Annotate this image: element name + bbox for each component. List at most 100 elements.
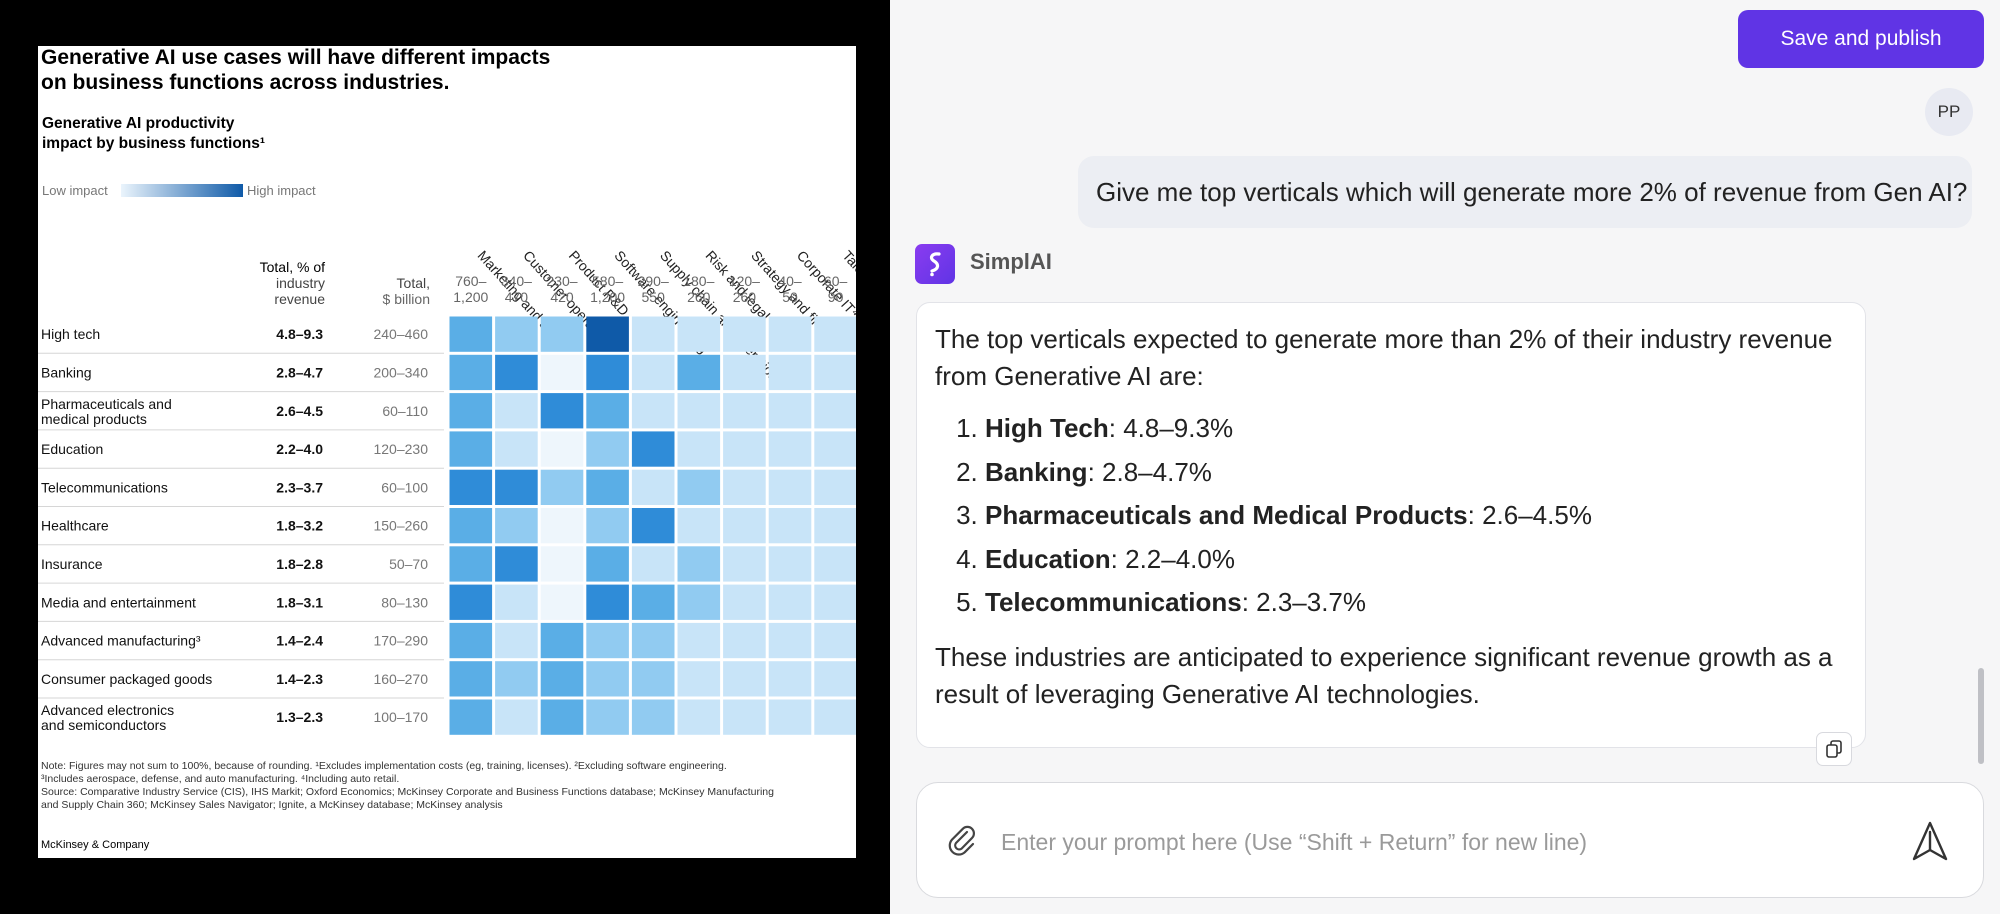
heatmap-cell <box>723 546 766 582</box>
heatmap-cell <box>677 661 721 697</box>
industry-label: Healthcare <box>41 518 109 534</box>
list-item: Pharmaceuticals and Medical Products: 2.… <box>985 494 1847 538</box>
heatmap-cell <box>677 622 721 659</box>
heatmap-cell <box>677 469 721 505</box>
heatmap-cell <box>495 469 538 505</box>
heatmap-cell <box>768 354 812 391</box>
heatmap-cell <box>495 508 538 544</box>
heatmap-cell <box>768 622 812 659</box>
function-range-label: 420 <box>550 289 574 305</box>
industry-total-bn: 60–110 <box>382 403 428 419</box>
industry-total-pct: 4.8–9.3 <box>276 326 323 342</box>
heatmap-cell <box>540 354 584 391</box>
heatmap-cell <box>586 469 629 505</box>
heatmap-cell <box>586 316 629 352</box>
heatmap-cell <box>677 508 721 544</box>
heatmap-cell <box>540 431 584 467</box>
heatmap-cell <box>723 354 766 391</box>
industry-label: Advanced manufacturing³ <box>41 633 201 649</box>
copy-icon[interactable] <box>1816 732 1852 766</box>
industry-total-pct: 1.8–3.1 <box>276 594 323 610</box>
heatmap-cell <box>449 584 493 620</box>
figure-title: on business functions across industries. <box>41 71 449 94</box>
heatmap-cell <box>814 584 856 620</box>
function-range-label: 90 <box>828 289 844 305</box>
heatmap-cell <box>495 354 538 391</box>
industry-label: Pharmaceuticals and <box>41 396 172 412</box>
function-range-label: 1,200 <box>590 289 625 305</box>
heatmap-cell <box>449 316 493 352</box>
heatmap-cell <box>586 508 629 544</box>
industry-label: Banking <box>41 364 92 380</box>
heatmap-cell <box>449 393 493 429</box>
heatmap-cell <box>631 622 675 659</box>
send-icon[interactable] <box>1909 819 1951 863</box>
heatmap-cell <box>723 316 766 352</box>
figure-subtitle: impact by business functions¹ <box>42 135 265 152</box>
industry-total-bn: 50–70 <box>389 556 428 572</box>
heatmap-cell <box>586 622 629 659</box>
heatmap-cell <box>768 508 812 544</box>
industry-total-pct: 2.2–4.0 <box>276 441 323 457</box>
heatmap-cell <box>631 431 675 467</box>
paperclip-icon[interactable] <box>945 823 981 859</box>
mckinsey-figure: Generative AI use cases will have differ… <box>38 46 856 858</box>
chat-scrollbar[interactable] <box>1978 668 1984 764</box>
total-pct-header: revenue <box>274 291 325 307</box>
verticals-list: High Tech: 4.8–9.3% Banking: 2.8–4.7% Ph… <box>935 407 1847 625</box>
industry-total-pct: 2.6–4.5 <box>276 403 323 419</box>
heatmap-cell <box>495 622 538 659</box>
function-range-label: 340– <box>501 273 532 289</box>
industry-label: Advanced electronics <box>41 702 174 718</box>
function-range-label: 260 <box>733 289 757 305</box>
industry-label: Insurance <box>41 556 103 572</box>
heatmap-cell <box>449 469 493 505</box>
bot-name: SimplAI <box>970 249 1052 274</box>
industry-total-bn: 200–340 <box>373 364 428 380</box>
bot-outro: These industries are anticipated to expe… <box>935 641 1833 709</box>
heatmap-cell <box>723 508 766 544</box>
heatmap-cell <box>814 508 856 544</box>
function-range-label: 470 <box>505 289 529 305</box>
function-range-label: 120– <box>729 273 760 289</box>
function-range-label: 230– <box>546 273 577 289</box>
industry-total-pct: 1.8–3.2 <box>276 518 323 534</box>
prompt-input[interactable] <box>999 811 1883 873</box>
save-and-publish-button[interactable]: Save and publish <box>1738 10 1984 68</box>
bot-message: The top verticals expected to generate m… <box>916 302 1866 748</box>
figure-footer: McKinsey & Company <box>41 839 150 851</box>
function-range-label: 50 <box>782 289 798 305</box>
figure-note: Source: Comparative Industry Service (CI… <box>41 786 774 798</box>
heatmap-cell <box>723 699 766 735</box>
heatmap-cell <box>540 699 584 735</box>
heatmap-cell <box>449 431 493 467</box>
heatmap-cell <box>540 584 584 620</box>
function-range-label: 1,200 <box>453 289 488 305</box>
heatmap-cell <box>723 661 766 697</box>
heatmap-cell <box>814 431 856 467</box>
heatmap-cell <box>631 316 675 352</box>
heatmap-svg: Generative AI use cases will have differ… <box>38 46 856 851</box>
function-range-label: 60– <box>824 273 848 289</box>
industry-total-pct: 1.8–2.8 <box>276 556 323 572</box>
industry-total-pct: 1.3–2.3 <box>276 709 323 725</box>
heatmap-cell <box>540 469 584 505</box>
industry-total-pct: 1.4–2.4 <box>276 633 323 649</box>
legend-high-label: High impact <box>247 183 316 198</box>
function-range-label: 40– <box>778 273 802 289</box>
heatmap-cell <box>768 699 812 735</box>
user-message: Give me top verticals which will generat… <box>1078 156 1972 228</box>
industry-total-bn: 80–130 <box>381 594 428 610</box>
heatmap-cell <box>768 584 812 620</box>
heatmap-cell <box>814 661 856 697</box>
figure-panel: Generative AI use cases will have differ… <box>0 0 890 914</box>
heatmap-cell <box>449 622 493 659</box>
heatmap-cell <box>768 546 812 582</box>
heatmap-cell <box>814 393 856 429</box>
list-item: Banking: 2.8–4.7% <box>985 451 1847 495</box>
heatmap-cell <box>449 546 493 582</box>
heatmap-cell <box>677 354 721 391</box>
heatmap-cell <box>723 469 766 505</box>
heatmap-cell <box>495 584 538 620</box>
heatmap-cell <box>586 393 629 429</box>
